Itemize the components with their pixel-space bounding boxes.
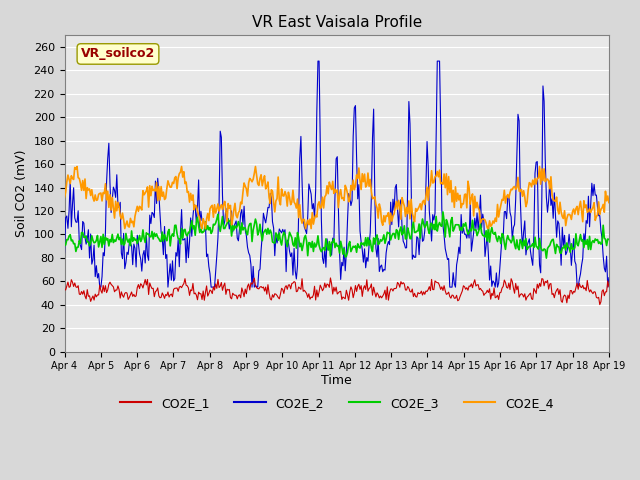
Legend: CO2E_1, CO2E_2, CO2E_3, CO2E_4: CO2E_1, CO2E_2, CO2E_3, CO2E_4: [115, 392, 559, 415]
Y-axis label: Soil CO2 (mV): Soil CO2 (mV): [15, 150, 28, 237]
X-axis label: Time: Time: [321, 374, 352, 387]
Text: VR_soilco2: VR_soilco2: [81, 48, 155, 60]
Title: VR East Vaisala Profile: VR East Vaisala Profile: [252, 15, 422, 30]
